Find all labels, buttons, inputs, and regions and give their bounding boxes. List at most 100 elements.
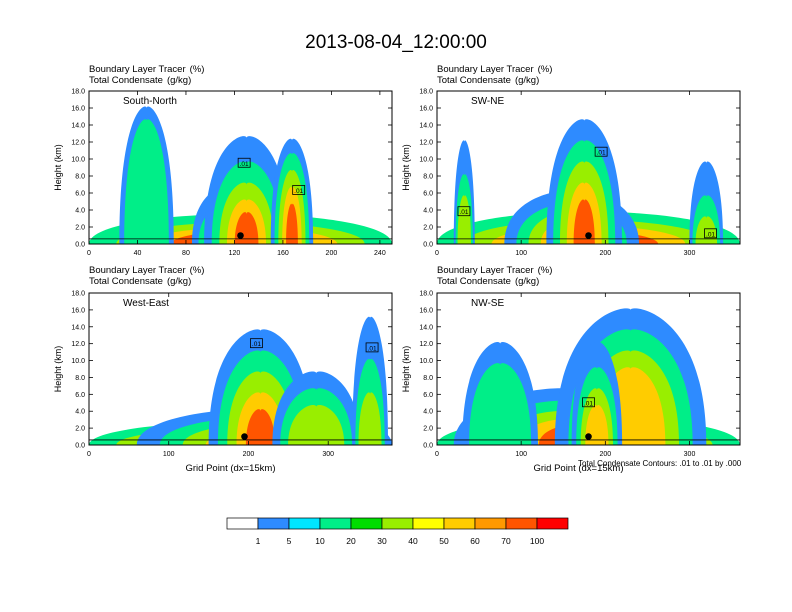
field-level-2-4-2 — [695, 216, 718, 244]
colorbar-swatch — [381, 517, 414, 530]
x-tick-label: 100 — [515, 250, 527, 257]
x-tick-label: 0 — [87, 250, 91, 257]
plot-frame — [88, 292, 393, 446]
surface-point-marker — [585, 232, 592, 239]
y-tick-label: 18.0 — [71, 291, 85, 298]
panel-1: .01 .01 0.0 2.0 4.0 6.0 8.0 10.0 12.0 14.0 16.0 18.… — [53, 89, 393, 257]
y-tick-label: 4.0 — [75, 409, 85, 416]
y-tick-label: 2.0 — [75, 426, 85, 433]
y-tick-label: 12.0 — [71, 140, 85, 147]
x-tick-label: 100 — [515, 451, 527, 458]
panel-1-header: Boundary Layer Tracer (%) Total Condensat… — [89, 64, 205, 86]
y-tick-label: 6.0 — [75, 392, 85, 399]
y-tick-label: 8.0 — [75, 174, 85, 181]
field-level-1-4-1 — [124, 119, 169, 244]
y-tick-label: 2.0 — [75, 225, 85, 232]
colorbar-swatch — [257, 517, 290, 530]
x-tick-label: 0 — [87, 451, 91, 458]
colorbar-swatch — [350, 517, 383, 530]
panel-4-header: Boundary Layer Tracer (%) Total Condensat… — [437, 265, 553, 287]
panel-1-field: .01 .01 — [89, 106, 392, 244]
y-tick-label: 6.0 — [75, 191, 85, 198]
contour-label: .01 — [240, 161, 249, 168]
colorbar-label: 30 — [377, 536, 387, 546]
x-tick-label: 200 — [599, 451, 611, 458]
y-tick-label: 18.0 — [71, 89, 85, 96]
y-tick-label: 12.0 — [419, 140, 433, 147]
x-tick-label: 120 — [229, 250, 241, 257]
panel-label: NW-SE — [471, 298, 504, 309]
colorbar-swatch — [505, 517, 538, 530]
y-tick-label: 0.0 — [75, 443, 85, 450]
contour-label: .01 — [368, 345, 377, 352]
y-tick-label: 18.0 — [419, 89, 433, 96]
y-tick-label: 10.0 — [419, 358, 433, 365]
x-tick-label: 100 — [163, 451, 175, 458]
x-tick-label: 200 — [599, 250, 611, 257]
colorbar-label: 100 — [530, 536, 544, 546]
y-tick-label: 14.0 — [71, 324, 85, 331]
colorbar-swatch — [443, 517, 476, 530]
y-tick-label: 2.0 — [423, 225, 433, 232]
contour-label-box — [365, 342, 379, 353]
y-tick-label: 10.0 — [71, 358, 85, 365]
contour-label: .01 — [459, 209, 468, 216]
y-tick-label: 8.0 — [75, 375, 85, 382]
contour-label-box — [250, 338, 263, 349]
contour-label-box — [292, 185, 306, 195]
y-axis-label: Height (km) — [53, 346, 63, 393]
y-tick-label: 4.0 — [423, 409, 433, 416]
x-tick-label: 0 — [435, 451, 439, 458]
y-tick-label: 14.0 — [419, 324, 433, 331]
panel-3-header: Boundary Layer Tracer (%) Total Condensat… — [89, 265, 205, 287]
field-level-2-3-2 — [457, 195, 472, 244]
field-level-3-3-2 — [288, 404, 345, 445]
field-level-4-4-1 — [469, 363, 532, 445]
plot-frame — [436, 292, 741, 446]
surface-point-marker — [585, 433, 592, 440]
y-tick-label: 10.0 — [71, 157, 85, 164]
colorbar-swatch — [288, 517, 321, 530]
contour-note: Total Condensate Contours: .01 to .01 by… — [578, 459, 742, 468]
colorbar-label: 50 — [439, 536, 449, 546]
contour-label-box — [237, 157, 251, 168]
y-tick-label: 8.0 — [423, 174, 433, 181]
field-level-3-2-4 — [245, 409, 275, 445]
x-tick-label: 300 — [684, 250, 696, 257]
x-tick-label: 300 — [684, 451, 696, 458]
panel-2-field: .01 .01 .01 — [437, 119, 740, 244]
y-axis-label: Height (km) — [53, 144, 63, 191]
contour-label-box — [594, 146, 608, 157]
colorbar-label: 5 — [287, 536, 292, 546]
x-tick-label: 240 — [374, 250, 386, 257]
colorbar-swatch — [536, 517, 569, 530]
colorbar-label: 20 — [346, 536, 356, 546]
contour-label-box — [704, 228, 717, 239]
contour-label: .01 — [252, 341, 261, 348]
y-tick-label: 16.0 — [71, 307, 85, 314]
panel-label: SW-NE — [471, 96, 504, 107]
y-tick-label: 0.0 — [75, 242, 85, 249]
contour-label-box — [457, 206, 471, 217]
colorbar-swatch — [412, 517, 445, 530]
y-tick-label: 2.0 — [423, 426, 433, 433]
panel-label: West-East — [123, 298, 169, 309]
x-tick-label: 0 — [435, 250, 439, 257]
x-tick-label: 300 — [322, 451, 334, 458]
x-tick-label: 80 — [182, 250, 190, 257]
y-tick-label: 0.0 — [423, 443, 433, 450]
surface-point-marker — [237, 232, 244, 239]
colorbar-swatch — [474, 517, 507, 530]
y-tick-label: 4.0 — [75, 208, 85, 215]
y-tick-label: 16.0 — [419, 106, 433, 113]
contour-label: .01 — [706, 231, 715, 238]
colorbar-label: 70 — [501, 536, 511, 546]
colorbar-swatch — [319, 517, 352, 530]
colorbar-swatch — [226, 517, 259, 530]
y-tick-label: 10.0 — [419, 157, 433, 164]
colorbar-label: 40 — [408, 536, 418, 546]
contour-label: .01 — [597, 150, 606, 157]
y-tick-label: 8.0 — [423, 375, 433, 382]
field-level-3-4-2 — [358, 392, 382, 445]
